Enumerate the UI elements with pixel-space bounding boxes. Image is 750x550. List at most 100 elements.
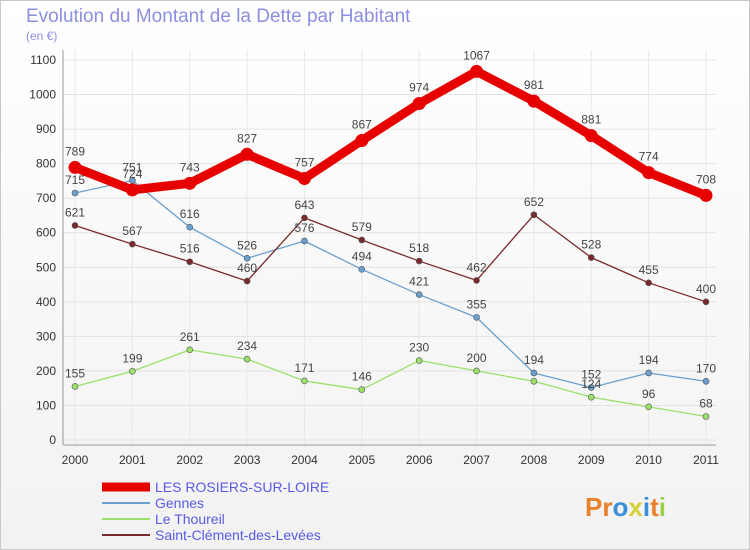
x-tick-label: 2011: [693, 453, 719, 467]
data-point: [301, 237, 308, 245]
data-point: [243, 355, 251, 363]
data-point: [473, 367, 480, 375]
data-point: [186, 223, 194, 231]
data-label: 171: [294, 361, 314, 375]
x-tick-label: 2001: [119, 453, 146, 467]
series-layer: [68, 64, 713, 420]
data-label: 643: [294, 198, 314, 212]
logo-text: Proxiti: [585, 492, 666, 522]
y-tick-label: 900: [36, 122, 56, 136]
data-point: [702, 298, 710, 306]
data-point: [587, 384, 595, 391]
y-tick-label: 200: [36, 364, 56, 378]
data-point: [530, 211, 538, 219]
x-tick-label: 2009: [578, 453, 605, 467]
data-label: 155: [65, 366, 85, 380]
y-tick-label: 400: [36, 295, 56, 309]
data-point: [358, 236, 366, 244]
data-point: [358, 266, 366, 273]
data-label: 652: [524, 195, 544, 209]
data-label: 751: [122, 161, 142, 175]
data-label: 526: [237, 238, 257, 252]
y-tick-label: 500: [36, 260, 56, 274]
series-line-gennes: [74, 179, 707, 389]
data-point: [530, 369, 538, 377]
data-label: 743: [180, 160, 200, 174]
data-label: 579: [352, 220, 372, 234]
x-tick-label: 2004: [291, 453, 318, 467]
axes: 0 100 200 300 400 500 600 700 800 900 1000 1100 2000…: [29, 50, 719, 467]
logo-letter: P: [585, 492, 602, 522]
data-point: [412, 97, 426, 111]
data-label: 200: [467, 351, 487, 365]
data-point: [71, 222, 79, 229]
logo-letter: i: [643, 492, 650, 522]
data-point: [240, 147, 254, 161]
data-point: [297, 171, 311, 185]
data-label: 518: [409, 241, 429, 255]
data-label: 827: [237, 131, 257, 145]
data-label: 494: [352, 249, 372, 263]
data-point: [645, 369, 652, 377]
data-point: [186, 258, 194, 266]
data-point: [642, 166, 656, 180]
data-label: 400: [696, 282, 716, 296]
legend-label-le-thoureil: Le Thoureil: [155, 511, 225, 527]
data-label: 96: [642, 387, 656, 401]
chart-subtitle: (en €): [26, 29, 57, 43]
data-label: 124: [581, 377, 601, 391]
data-point: [355, 133, 369, 147]
data-point: [301, 214, 308, 222]
proxiti-logo: Proxiti: [585, 492, 666, 522]
series-line-les-rosiers-sur-loire: [70, 66, 711, 200]
data-point: [243, 254, 251, 262]
x-tick-label: 2005: [348, 453, 375, 467]
logo-letter: r: [602, 492, 612, 522]
data-label: 1067: [463, 48, 490, 62]
legend-label-saint-clement-des-levees: Saint-Clément-des-Levées: [155, 527, 321, 543]
y-tick-label: 700: [36, 191, 56, 205]
data-point: [243, 277, 251, 285]
x-tick-label: 2002: [176, 453, 203, 467]
data-label: 974: [409, 81, 429, 95]
legend-label-gennes: Gennes: [155, 495, 204, 511]
data-label: 567: [122, 224, 142, 238]
x-tick-label: 2006: [406, 453, 433, 467]
data-point: [473, 277, 480, 284]
data-point: [183, 176, 197, 190]
data-point: [186, 346, 194, 354]
data-label: 516: [180, 242, 200, 256]
data-point: [645, 403, 652, 411]
data-point: [125, 183, 139, 197]
data-label: 757: [294, 155, 314, 169]
data-label: 194: [524, 353, 544, 367]
data-label: 528: [581, 238, 601, 252]
data-point: [415, 291, 423, 298]
data-label: 881: [581, 113, 601, 127]
data-label: 460: [237, 261, 257, 275]
data-label: 724: [122, 167, 142, 181]
data-label: 261: [180, 330, 200, 344]
x-tick-label: 2010: [635, 453, 662, 467]
chart-title: Evolution du Montant de la Dette par Hab…: [26, 6, 411, 27]
data-point: [358, 386, 366, 393]
data-point: [702, 377, 710, 385]
data-label: 576: [294, 221, 314, 235]
logo-letter: t: [650, 492, 659, 522]
data-point: [71, 189, 79, 197]
data-label: 774: [639, 150, 659, 164]
y-tick-label: 300: [36, 329, 56, 343]
y-tick-label: 600: [36, 226, 56, 240]
data-label: 170: [696, 361, 716, 375]
grid: [63, 50, 716, 445]
data-label: 68: [699, 397, 713, 411]
data-label: 708: [696, 172, 716, 186]
data-label: 616: [180, 207, 200, 221]
x-tick-label: 2007: [463, 453, 490, 467]
data-point: [71, 383, 79, 390]
series-line-saint-clement-des-levees: [74, 214, 707, 303]
data-point: [68, 160, 82, 174]
data-point: [645, 279, 652, 287]
